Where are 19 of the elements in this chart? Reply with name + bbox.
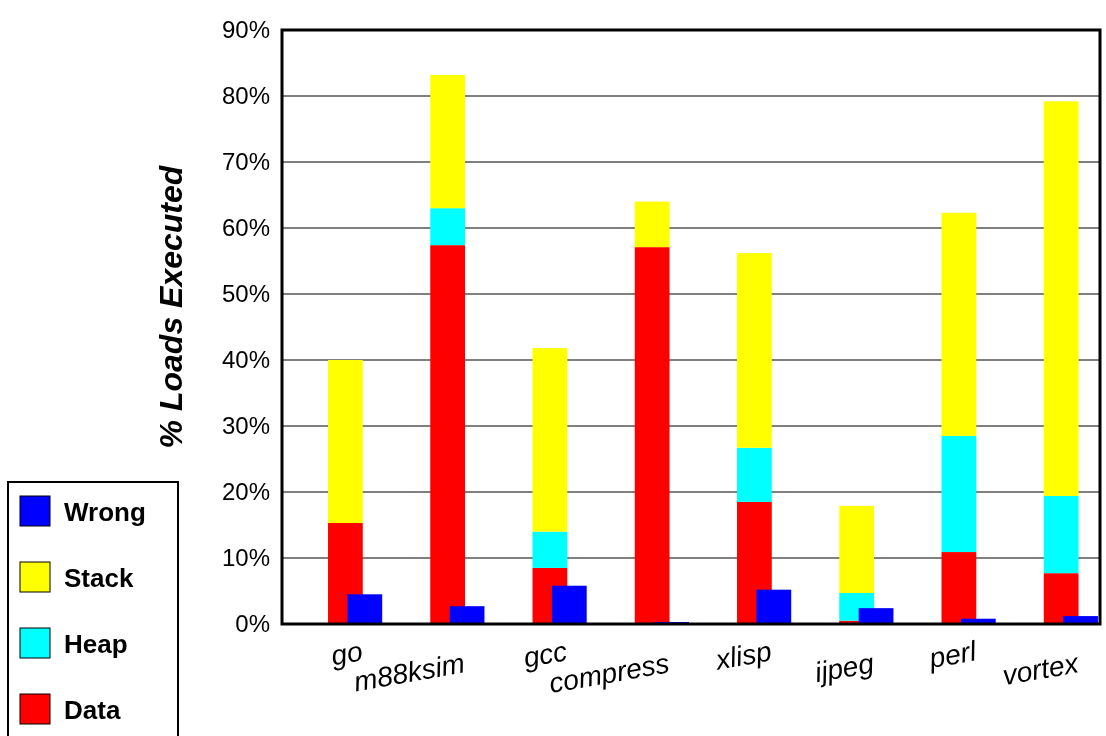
y-axis-title: % Loads Executed <box>153 164 189 449</box>
y-tick-label: 30% <box>221 412 270 440</box>
x-tick-label: xlisp <box>711 635 774 676</box>
x-tick-label: vortex <box>1000 647 1082 692</box>
y-tick-label: 90% <box>221 16 270 44</box>
y-tick-label: 10% <box>221 544 270 572</box>
y-tick-label: 0% <box>235 610 270 638</box>
y-tick-label: 60% <box>221 214 270 242</box>
legend-label: Data <box>64 695 121 725</box>
x-tick-label: perl <box>925 635 980 675</box>
legend-label: Stack <box>64 563 134 593</box>
x-tick-label: ijpeg <box>812 647 877 689</box>
y-tick-label: 20% <box>221 478 270 506</box>
y-tick-label: 80% <box>221 82 270 110</box>
y-tick-label: 50% <box>221 280 270 308</box>
legend-label: Wrong <box>64 497 146 527</box>
y-tick-label: 70% <box>221 148 270 176</box>
y-tick-label: 40% <box>221 346 270 374</box>
legend-label: Heap <box>64 629 128 659</box>
